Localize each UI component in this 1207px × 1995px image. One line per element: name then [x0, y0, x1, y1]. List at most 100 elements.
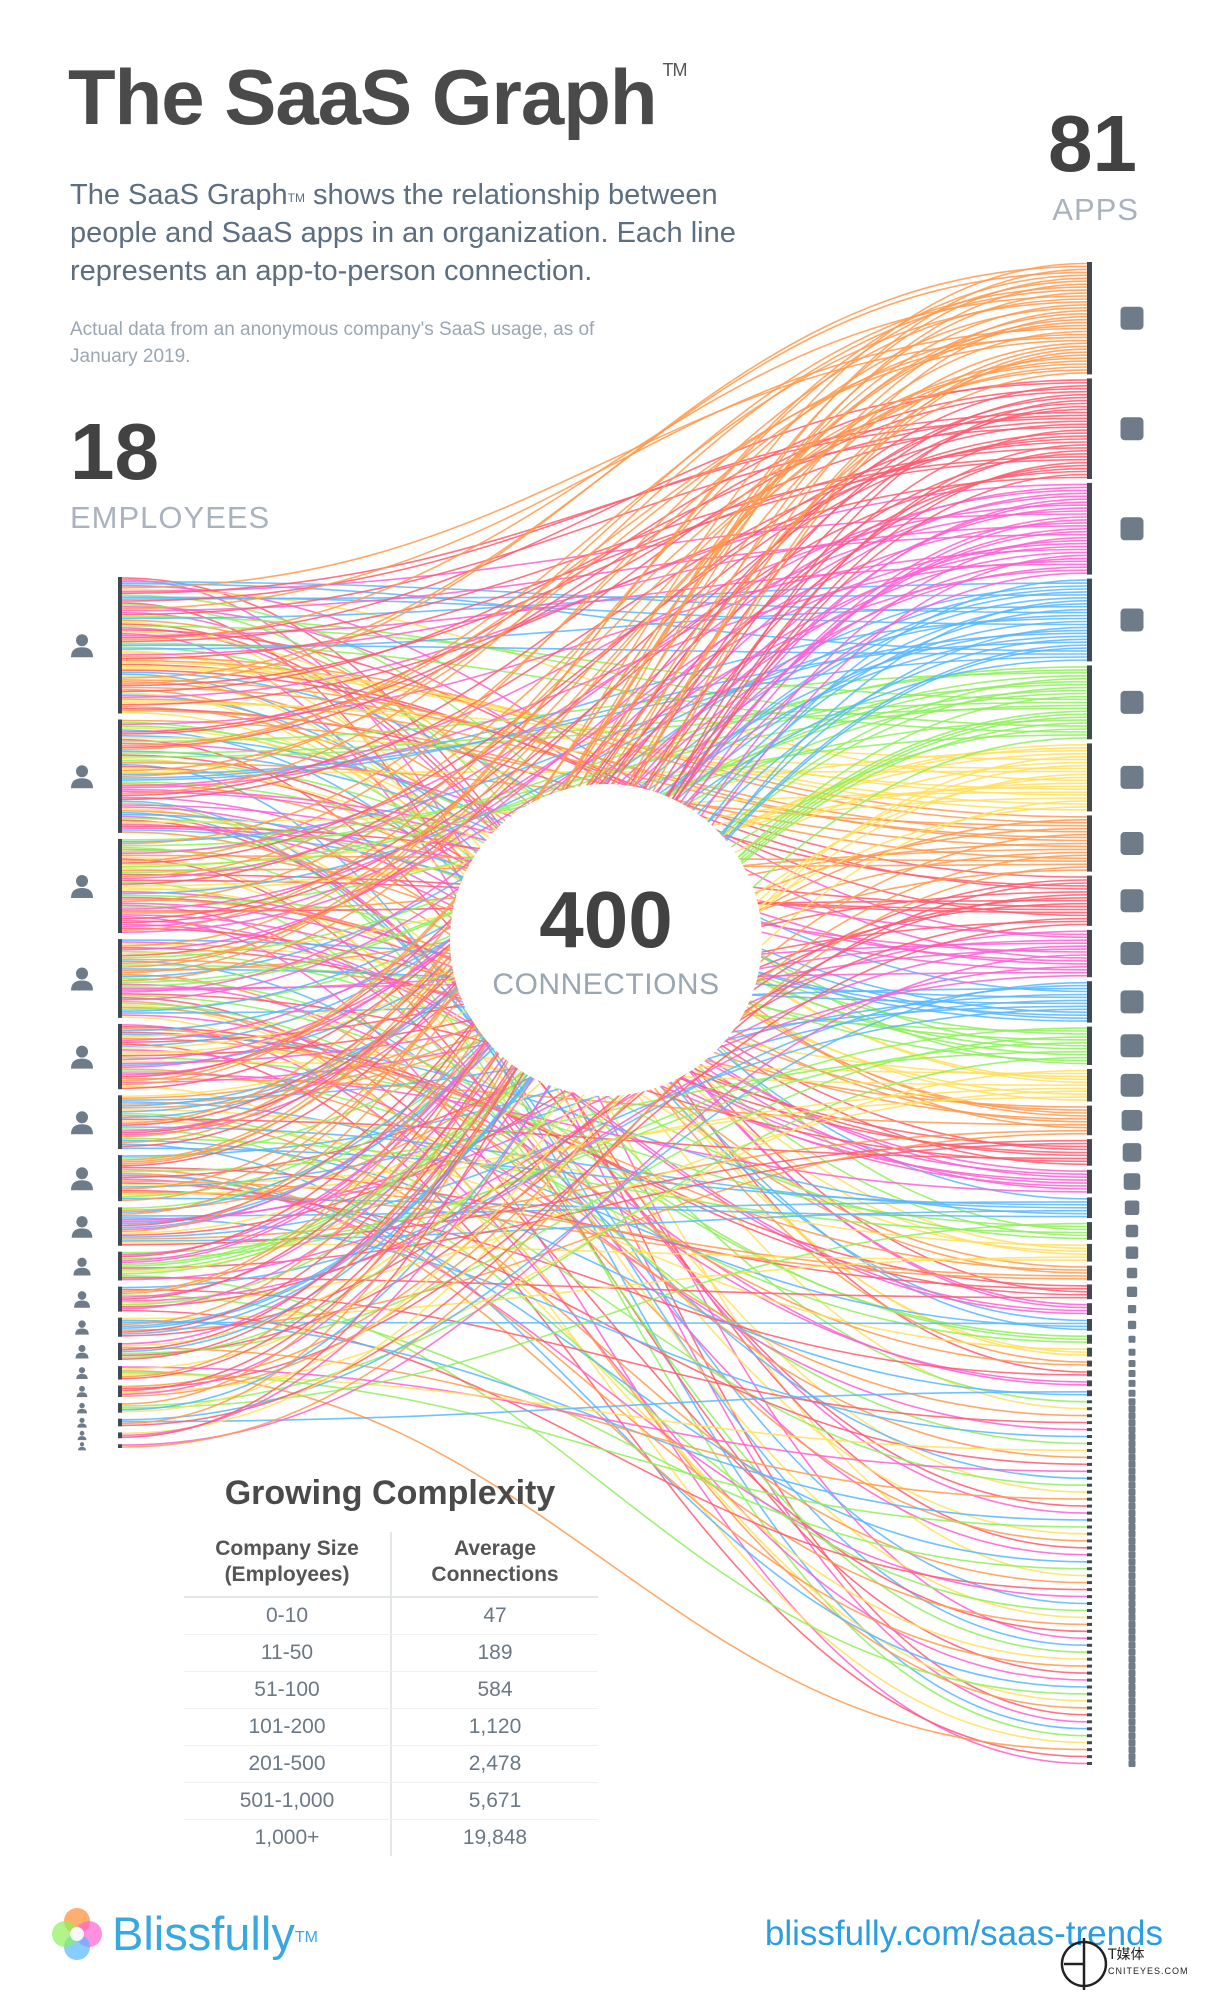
app-bar [1087, 1511, 1092, 1515]
connection-line [121, 606, 1088, 959]
app-icon [1120, 690, 1144, 714]
app-bar [1087, 1139, 1092, 1166]
app-bar [1087, 1706, 1092, 1710]
connection-line [121, 292, 1088, 1165]
connection-line [121, 548, 1088, 726]
app-icon [1128, 1725, 1136, 1733]
connection-line [121, 470, 1088, 924]
table-cell: 584 [477, 1678, 513, 1701]
connection-line [121, 954, 1088, 1446]
table-cell: 5,671 [468, 1789, 522, 1812]
app-bar [1087, 1581, 1092, 1585]
connection-line [121, 435, 1088, 957]
table-cell: 47 [483, 1604, 507, 1627]
app-bar [1087, 929, 1092, 978]
connection-line [121, 298, 1088, 862]
person-icon [71, 1167, 93, 1191]
connection-line [121, 262, 1088, 1124]
app-icon [1128, 1586, 1136, 1594]
connection-line [121, 342, 1088, 1202]
app-icon [1128, 1593, 1136, 1600]
connection-line [121, 504, 1088, 787]
app-bar [1087, 1685, 1092, 1689]
app-bar [1087, 1595, 1092, 1599]
employee-bar [118, 1342, 122, 1361]
person-icon [75, 1320, 89, 1335]
connection-line [121, 1319, 1088, 1521]
connection-line [121, 476, 1088, 706]
app-bar [1087, 1222, 1092, 1240]
app-bar [1087, 1370, 1092, 1377]
app-bar [1087, 1762, 1092, 1765]
app-icon [1122, 1143, 1142, 1162]
app-bar [1087, 1265, 1092, 1281]
person-icon [71, 1111, 93, 1135]
person-icon [77, 1430, 87, 1441]
connection-line [121, 1090, 1088, 1304]
app-bar [1087, 1380, 1092, 1387]
connection-line [121, 1275, 1088, 1695]
app-bar [1087, 1741, 1092, 1745]
employee-bar [118, 1366, 122, 1380]
app-icon [1128, 1627, 1136, 1635]
app-icon [1128, 1697, 1136, 1705]
app-bar [1087, 1727, 1092, 1731]
connection-line [121, 283, 1088, 1233]
brand-name[interactable]: BlissfullyTM [112, 1907, 318, 1960]
app-icon [1120, 1034, 1144, 1058]
app-icon [1128, 1537, 1136, 1545]
connection-line [121, 467, 1088, 1090]
blissfully-logo-icon[interactable] [48, 1905, 106, 1963]
connection-line [121, 1346, 1088, 1500]
connection-line [121, 357, 1088, 947]
app-icon [1120, 1073, 1144, 1097]
app-bar [1087, 1442, 1092, 1445]
app-bar [1087, 1664, 1092, 1668]
connection-line [121, 324, 1088, 845]
connection-line [121, 1217, 1088, 1438]
app-icon [1128, 1613, 1136, 1621]
person-icon [73, 1257, 91, 1276]
connection-line [121, 1391, 1088, 1423]
app-bar [1087, 1303, 1092, 1315]
app-icon [1128, 1620, 1136, 1628]
table-cell: 501-1,000 [184, 1783, 392, 1819]
complexity-title: Growing Complexity [224, 1474, 556, 1512]
app-icon [1128, 1579, 1136, 1587]
app-bar [1087, 1105, 1092, 1136]
description: The SaaS GraphTM shows the relationship … [70, 179, 736, 287]
connection-line [121, 1027, 1088, 1260]
connection-label: CONNECTIONS [492, 968, 720, 1001]
connection-line [121, 879, 1088, 1337]
app-icon [1128, 1509, 1136, 1517]
connection-line [121, 1168, 1088, 1626]
app-icon [1126, 1267, 1138, 1279]
connection-line [121, 304, 1088, 1144]
app-bar [1087, 1504, 1092, 1508]
app-bar [1087, 1449, 1092, 1452]
connection-line [121, 866, 1088, 1448]
column-header-average-connections: Average Connections [431, 1537, 559, 1586]
connection-line [121, 656, 1088, 776]
app-icon [1128, 1530, 1136, 1538]
connection-line [121, 614, 1088, 895]
app-bar [1087, 1734, 1092, 1738]
person-icon [78, 1442, 86, 1451]
employee-bar [118, 1432, 122, 1439]
app-bar [1087, 1435, 1092, 1438]
employee-bar [118, 1403, 122, 1413]
app-icon [1128, 1669, 1136, 1677]
person-icon [71, 967, 93, 991]
app-bar [1087, 1615, 1092, 1619]
person-icon [71, 1216, 93, 1238]
connection-line [121, 966, 1088, 1302]
app-bar [1087, 1720, 1092, 1724]
app-icon [1128, 1760, 1136, 1767]
employee-bar [118, 1207, 122, 1246]
app-icon [1128, 1467, 1136, 1475]
connection-line [121, 1072, 1088, 1193]
app-icon [1128, 1676, 1136, 1684]
table-cell: 189 [477, 1641, 513, 1664]
watermark-text-en: CNITEYES.COM [1108, 1966, 1189, 1976]
employee-bar [118, 577, 122, 714]
